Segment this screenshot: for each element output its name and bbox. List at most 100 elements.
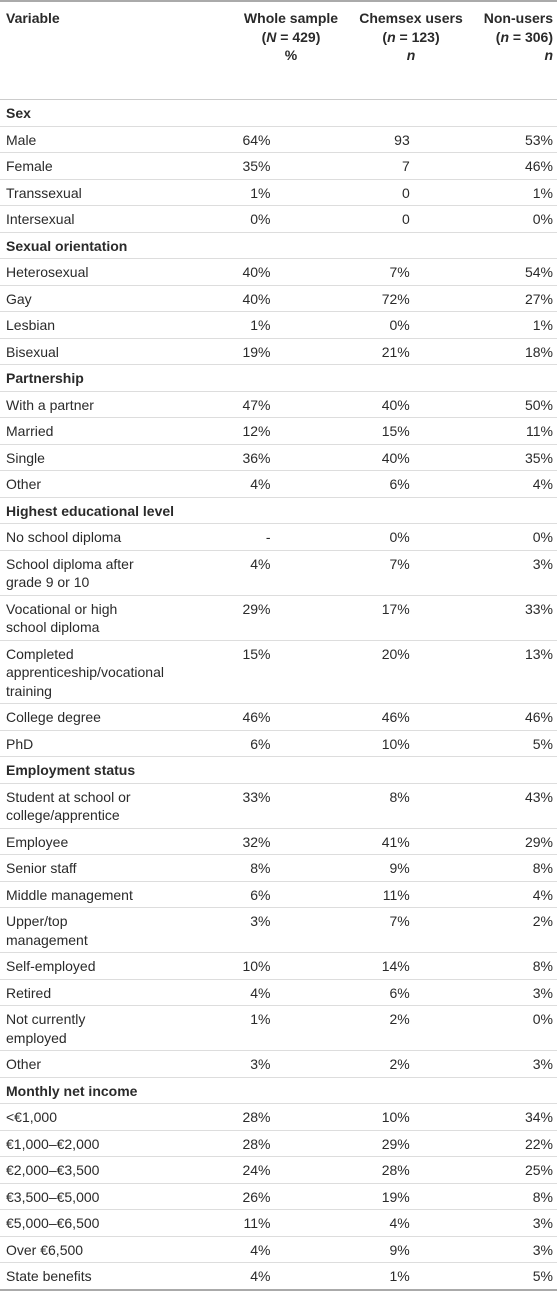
cell-value: 1% xyxy=(417,311,557,339)
cell-value: 4% xyxy=(139,979,279,1006)
cell-value: - xyxy=(139,523,279,551)
sample-part: n xyxy=(500,28,510,45)
cell-value: 3% xyxy=(417,550,557,596)
cell-value: 3% xyxy=(417,1236,557,1263)
table-row: <€1,000 28% 10% 34% xyxy=(0,1103,557,1131)
row-label: <€1,000 xyxy=(0,1103,140,1131)
row-label: Bisexual xyxy=(0,338,140,365)
row-label: Married xyxy=(0,417,140,445)
table-row: Employee 32% 41% 29% xyxy=(0,828,557,855)
row-label: Not currently employed xyxy=(0,1005,140,1051)
table-row: Transsexual 1% 0 1% xyxy=(0,179,557,206)
cell-value: 7% xyxy=(278,907,418,953)
row-label: Other xyxy=(0,1050,140,1078)
header-unit: n xyxy=(544,47,553,63)
cell-value: 20% xyxy=(278,640,418,704)
row-label: Gay xyxy=(0,285,140,312)
table-row: State benefits 4% 1% 5% xyxy=(0,1262,557,1291)
cell-value: 0% xyxy=(139,205,279,233)
cell-value: 15% xyxy=(139,640,279,704)
row-label: School diploma after grade 9 or 10 xyxy=(0,550,140,596)
row-label: Upper/top management xyxy=(0,907,140,953)
table-row: Over €6,500 4% 9% 3% xyxy=(0,1236,557,1263)
cell-value: 10% xyxy=(278,730,418,757)
row-label: €3,500–€5,000 xyxy=(0,1183,140,1210)
header-title: Chemsex users xyxy=(359,10,463,26)
cell-value: 1% xyxy=(278,1262,418,1291)
cell-value: 43% xyxy=(417,783,557,829)
cell-value: 4% xyxy=(278,1209,418,1237)
cell-value: 5% xyxy=(417,1262,557,1291)
sample-part: N xyxy=(266,28,277,45)
cell-value: 46% xyxy=(417,703,557,731)
cell-value: 24% xyxy=(139,1156,279,1184)
cell-value: 8% xyxy=(278,783,418,829)
row-label: Middle management xyxy=(0,881,140,908)
cell-value: 25% xyxy=(417,1156,557,1184)
cell-value: 46% xyxy=(417,152,557,180)
cell-value: 1% xyxy=(139,1005,279,1051)
row-label: Vocational or high school diploma xyxy=(0,595,140,641)
row-label: Single xyxy=(0,444,140,471)
row-label: Over €6,500 xyxy=(0,1236,140,1263)
cell-value: 40% xyxy=(139,258,279,286)
table-row: Bisexual 19% 21% 18% xyxy=(0,338,557,365)
sample-part: ( xyxy=(382,28,388,45)
table-row: Married 12% 15% 11% xyxy=(0,417,557,445)
cell-value: 50% xyxy=(417,391,557,418)
header-title: Whole sample xyxy=(243,10,339,26)
cell-value: 7 xyxy=(278,152,418,180)
cell-value: 17% xyxy=(278,595,418,641)
cell-value: 8% xyxy=(417,952,557,980)
cell-value: 32% xyxy=(139,828,279,855)
cell-value: 46% xyxy=(139,703,279,731)
section-row: Employment status xyxy=(0,756,557,784)
table-row: Vocational or high school diploma 29% 17% 3… xyxy=(0,595,557,641)
cell-value: 33% xyxy=(139,783,279,829)
cell-value: 64% xyxy=(139,126,279,153)
cell-value: 6% xyxy=(139,730,279,757)
row-label: Lesbian xyxy=(0,311,140,339)
header-sample: (n = 123) xyxy=(350,28,472,47)
header-sample: (n = 306) xyxy=(470,28,553,47)
cell-value: 3% xyxy=(139,1050,279,1078)
row-label: Student at school or college/apprentice xyxy=(0,783,140,829)
row-label: Senior staff xyxy=(0,854,140,882)
cell-value: 6% xyxy=(278,979,418,1006)
row-label: With a partner xyxy=(0,391,140,418)
section-row: Partnership xyxy=(0,364,557,392)
cell-value: 35% xyxy=(417,444,557,471)
cell-value: 22% xyxy=(417,1130,557,1157)
row-label: State benefits xyxy=(0,1262,140,1291)
cell-value: 9% xyxy=(278,854,418,882)
row-label: €5,000–€6,500 xyxy=(0,1209,140,1237)
cell-value: 2% xyxy=(278,1005,418,1051)
row-label: Other xyxy=(0,470,140,498)
header-unit: % xyxy=(284,47,298,63)
cell-value: 0% xyxy=(278,523,418,551)
section-row: Monthly net income xyxy=(0,1077,557,1104)
cell-value: 4% xyxy=(417,881,557,908)
sample-part: = 306) xyxy=(509,28,553,45)
cell-value: 35% xyxy=(139,152,279,180)
row-label: Completed apprenticeship/vocational trai… xyxy=(0,640,164,704)
row-label: No school diploma xyxy=(0,523,140,551)
cell-value: 36% xyxy=(139,444,279,471)
table-row: PhD 6% 10% 5% xyxy=(0,730,557,757)
header-cell: Non-users (n = 306) n xyxy=(470,9,553,65)
section-title: Employment status xyxy=(0,756,557,784)
cell-value: 0% xyxy=(417,1005,557,1051)
cell-value: 11% xyxy=(139,1209,279,1237)
cell-value: 28% xyxy=(139,1103,279,1131)
cell-value: 21% xyxy=(278,338,418,365)
cell-value: 0 xyxy=(278,205,418,233)
table-row: Female 35% 7 46% xyxy=(0,152,557,180)
cell-value: 29% xyxy=(139,595,279,641)
row-label: Intersexual xyxy=(0,205,140,233)
table-row: €5,000–€6,500 11% 4% 3% xyxy=(0,1209,557,1237)
cell-value: 19% xyxy=(139,338,279,365)
cell-value: 28% xyxy=(278,1156,418,1184)
row-label: €2,000–€3,500 xyxy=(0,1156,140,1184)
cell-value: 26% xyxy=(139,1183,279,1210)
table-row: Other 4% 6% 4% xyxy=(0,470,557,498)
